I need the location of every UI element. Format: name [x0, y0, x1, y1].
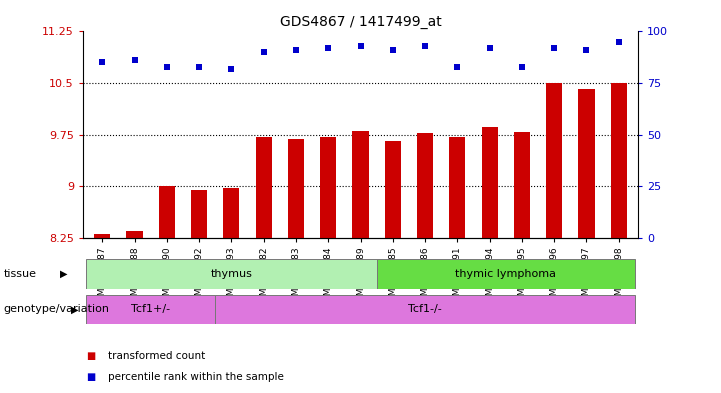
- Text: genotype/variation: genotype/variation: [4, 305, 110, 314]
- Bar: [385, 141, 401, 238]
- Point: [258, 49, 270, 55]
- Text: ■: ■: [87, 351, 96, 361]
- Bar: [86, 295, 216, 324]
- Bar: [94, 234, 110, 238]
- Text: Tcf1-/-: Tcf1-/-: [408, 305, 442, 314]
- Text: percentile rank within the sample: percentile rank within the sample: [108, 372, 284, 382]
- Text: thymic lymphoma: thymic lymphoma: [455, 269, 556, 279]
- Point: [161, 63, 172, 70]
- Text: Tcf1+/-: Tcf1+/-: [131, 305, 170, 314]
- Text: tissue: tissue: [4, 269, 37, 279]
- Bar: [126, 231, 143, 238]
- Bar: [353, 131, 368, 238]
- Text: ▶: ▶: [71, 305, 78, 314]
- Point: [322, 45, 334, 51]
- Title: GDS4867 / 1417499_at: GDS4867 / 1417499_at: [280, 15, 441, 29]
- Bar: [611, 83, 627, 238]
- Point: [580, 47, 592, 53]
- Bar: [320, 137, 336, 238]
- Bar: [216, 295, 635, 324]
- Bar: [449, 137, 465, 238]
- Point: [420, 43, 431, 49]
- Point: [387, 47, 399, 53]
- Text: ■: ■: [87, 372, 96, 382]
- Bar: [224, 188, 239, 238]
- Bar: [514, 132, 530, 238]
- Bar: [578, 88, 595, 238]
- Point: [355, 43, 366, 49]
- Point: [516, 63, 528, 70]
- Bar: [288, 140, 304, 238]
- Text: thymus: thymus: [211, 269, 252, 279]
- Bar: [546, 83, 562, 238]
- Point: [129, 57, 141, 63]
- Point: [226, 65, 237, 72]
- Bar: [376, 259, 635, 289]
- Point: [290, 47, 301, 53]
- Bar: [417, 132, 433, 238]
- Point: [97, 59, 108, 66]
- Text: transformed count: transformed count: [108, 351, 205, 361]
- Point: [613, 39, 624, 45]
- Bar: [256, 137, 272, 238]
- Point: [193, 63, 205, 70]
- Point: [549, 45, 560, 51]
- Bar: [159, 186, 175, 238]
- Point: [451, 63, 463, 70]
- Bar: [482, 127, 497, 238]
- Text: ▶: ▶: [60, 269, 67, 279]
- Bar: [86, 259, 376, 289]
- Bar: [191, 190, 207, 238]
- Point: [484, 45, 495, 51]
